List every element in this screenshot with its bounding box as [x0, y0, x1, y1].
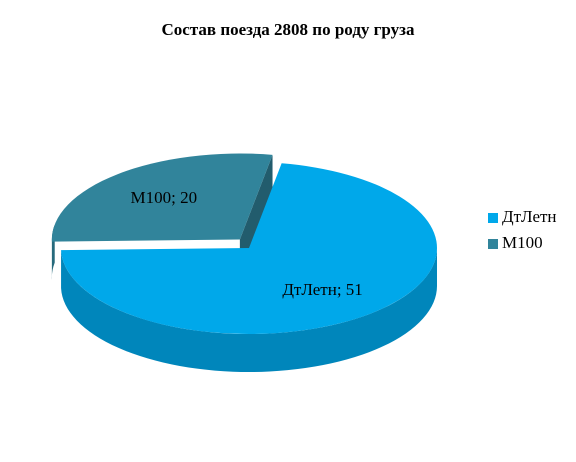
legend-swatch [488, 213, 498, 223]
legend-label: ДтЛетн [502, 207, 557, 226]
legend-label: М100 [502, 233, 543, 252]
data-label: ДтЛетн; 51 [282, 280, 362, 299]
slice [51, 153, 273, 242]
slice [61, 163, 438, 334]
data-label: М100; 20 [131, 188, 198, 207]
chart-title: Состав поезда 2808 по роду груза [162, 20, 415, 39]
legend-swatch [488, 239, 498, 249]
slice-cut [239, 154, 273, 278]
slice-side [61, 248, 438, 372]
